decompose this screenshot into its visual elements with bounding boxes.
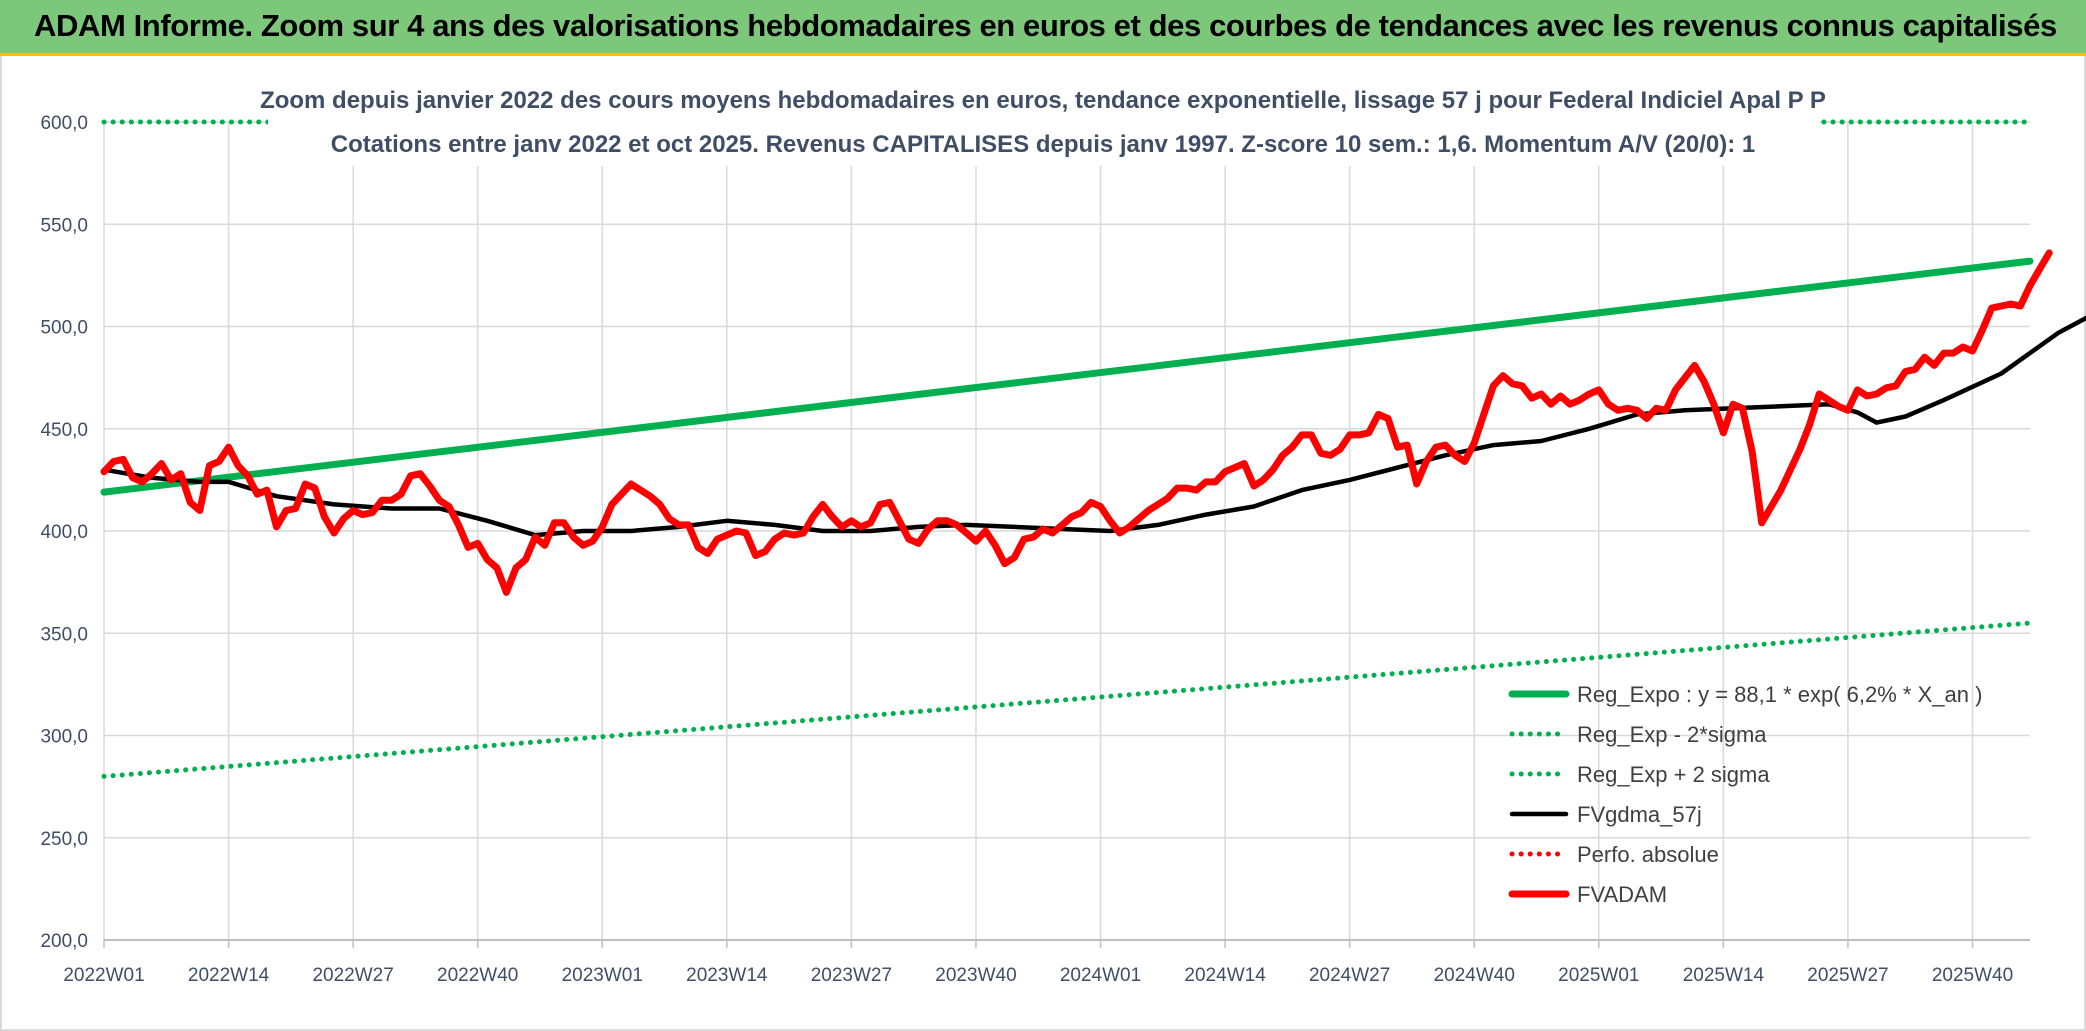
legend-label: FVgdma_57j	[1577, 802, 1702, 827]
series-layer	[100, 119, 2086, 779]
y-tick-label: 200,0	[40, 931, 88, 952]
x-tick-label: 2022W27	[312, 965, 393, 986]
lower-band-line	[101, 620, 2033, 779]
x-tick-label: 2024W40	[1434, 965, 1515, 986]
chart-title: Zoom depuis janvier 2022 des cours moyen…	[260, 87, 1826, 114]
x-tick-label: 2023W40	[935, 965, 1016, 986]
x-tick-label: 2025W01	[1558, 965, 1639, 986]
legend-label: Reg_Expo : y = 88,1 * exp( 6,2% * X_an )	[1577, 682, 1982, 707]
x-tick-label: 2024W14	[1184, 965, 1266, 986]
legend-label: Reg_Exp - 2*sigma	[1577, 722, 1767, 747]
chart-subtitle: Cotations entre janv 2022 et oct 2025. R…	[331, 131, 1755, 158]
title-banner: ADAM Informe. Zoom sur 4 ans des valoris…	[0, 0, 2086, 56]
x-tick-label: 2022W01	[63, 965, 144, 986]
x-tick-label: 2025W40	[1932, 965, 2013, 986]
y-tick-label: 600,0	[40, 113, 88, 134]
y-tick-label: 450,0	[40, 420, 88, 441]
legend-label: FVADAM	[1577, 882, 1667, 907]
x-tick-label: 2023W27	[811, 965, 892, 986]
y-tick-label: 500,0	[40, 318, 88, 339]
y-tick-label: 300,0	[40, 727, 88, 748]
x-tick-label: 2025W27	[1807, 965, 1888, 986]
legend-label: Perfo. absolue	[1577, 842, 1719, 867]
x-tick-label: 2022W40	[437, 965, 518, 986]
y-tick-label: 400,0	[40, 522, 88, 543]
legend-label: Reg_Exp + 2 sigma	[1577, 762, 1770, 787]
legend: Reg_Expo : y = 88,1 * exp( 6,2% * X_an )…	[1508, 682, 1982, 907]
y-tick-label: 350,0	[40, 624, 88, 645]
x-tick-label: 2024W27	[1309, 965, 1390, 986]
banner-title: ADAM Informe. Zoom sur 4 ans des valoris…	[34, 8, 2057, 43]
y-tick-label: 250,0	[40, 829, 88, 850]
chart-frame	[0, 56, 2086, 1031]
y-tick-label: 550,0	[40, 215, 88, 236]
axes: 200,0 250,0 300,0 350,0 400,0 450,0 500,0 550,0…	[40, 113, 2030, 986]
x-tick-label: 2023W14	[686, 965, 768, 986]
x-tick-label: 2025W14	[1683, 965, 1765, 986]
title-backdrop	[268, 80, 1820, 166]
trend-line	[100, 257, 2034, 496]
price-line	[100, 249, 2053, 596]
x-tick-label: 2023W01	[562, 965, 643, 986]
x-tick-label: 2024W01	[1060, 965, 1141, 986]
x-tick-label: 2022W14	[188, 965, 270, 986]
